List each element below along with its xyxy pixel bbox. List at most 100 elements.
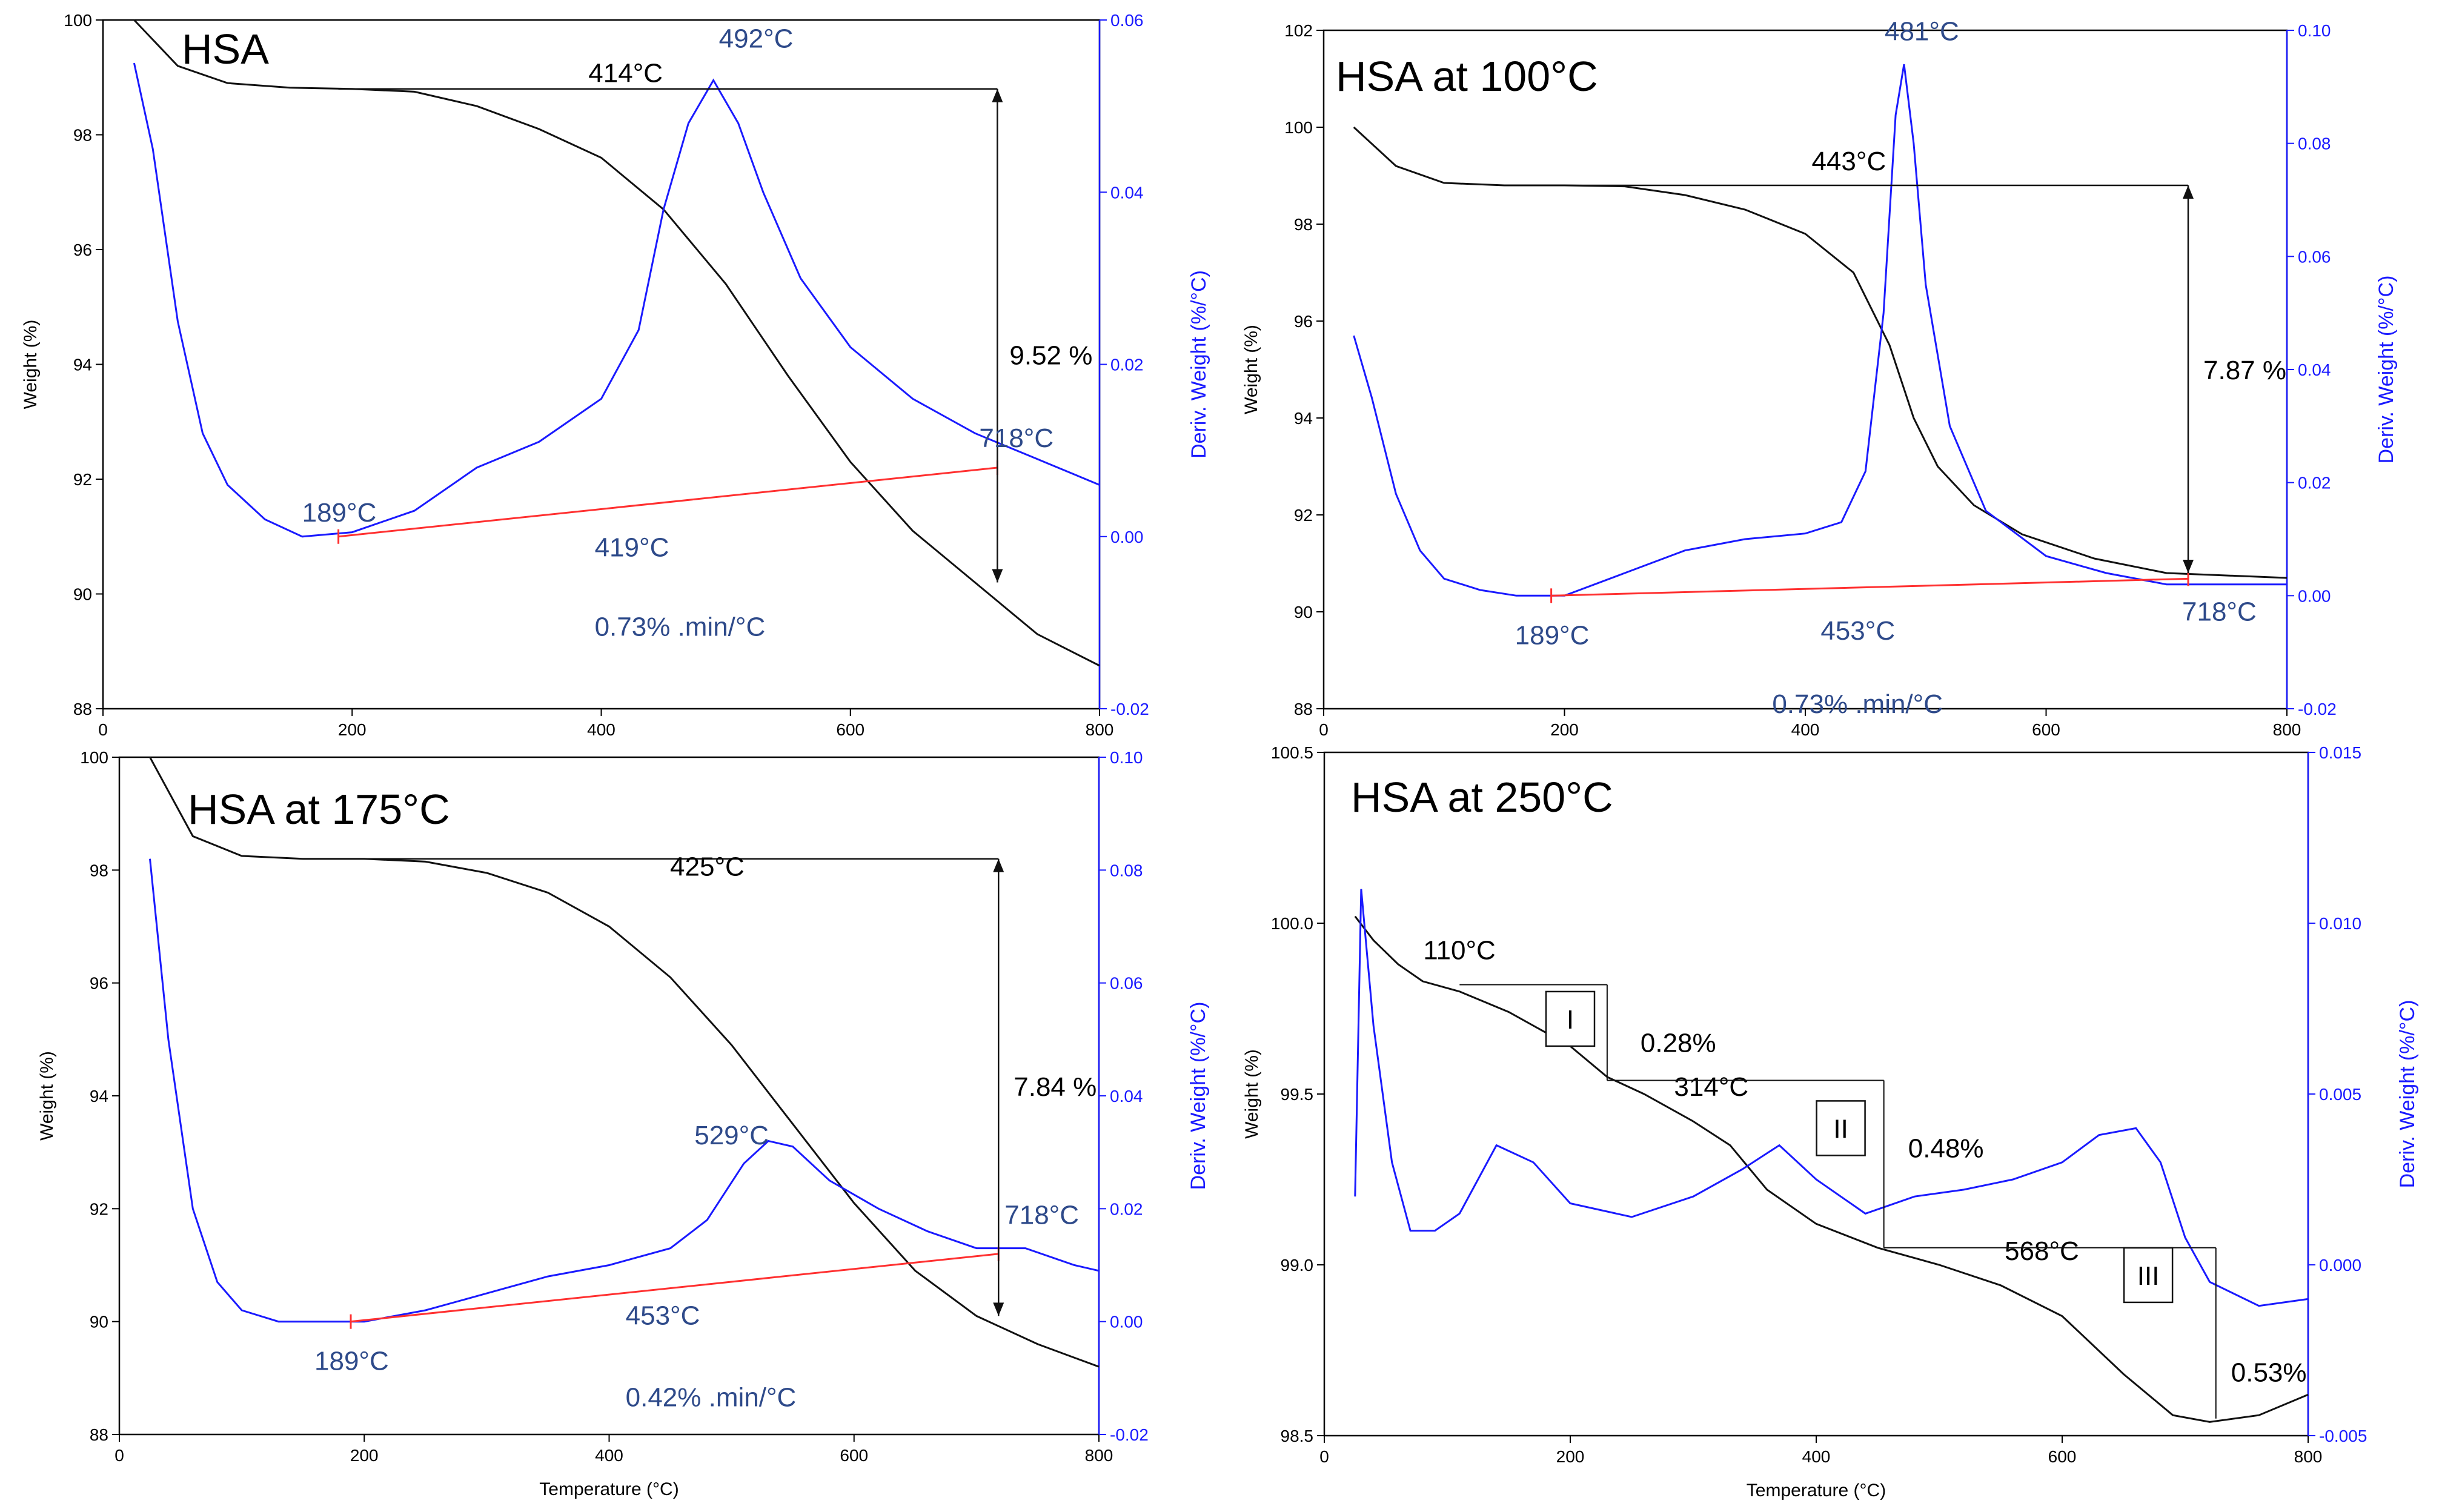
annotation-label: 0.73% .min/°C bbox=[1772, 689, 1943, 719]
y2-tick-label: 0.08 bbox=[1110, 861, 1143, 880]
y-tick-label: 102 bbox=[1284, 21, 1313, 40]
step-label: II bbox=[1833, 1114, 1848, 1144]
y2-tick-label: 0.00 bbox=[1110, 1313, 1143, 1331]
annotation-label: 7.84 % bbox=[1014, 1072, 1097, 1102]
y-tick-label: 99.5 bbox=[1281, 1085, 1314, 1104]
x-tick-label: 0 bbox=[1319, 1447, 1329, 1466]
y2-tick-label: 0.04 bbox=[1110, 1087, 1143, 1106]
weight-curve bbox=[149, 757, 1100, 1368]
annotation-label: 481°C bbox=[1885, 17, 1959, 47]
annotation-label: 7.87 % bbox=[2203, 356, 2286, 385]
y2-tick-label: 0.10 bbox=[1110, 748, 1143, 767]
y-tick-label: 88 bbox=[90, 1425, 108, 1444]
panel-title: HSA at 250°C bbox=[1351, 774, 1613, 821]
annotation-label: 419°C bbox=[595, 532, 669, 562]
x-tick-label: 200 bbox=[1556, 1447, 1585, 1466]
annotation-label: 425°C bbox=[670, 852, 745, 882]
chart-panel-3: 0 200 400 600 800 88 90 92 94 96 98 100 -0.02 0.00 0.0… bbox=[37, 748, 1210, 1499]
weight-curve bbox=[133, 19, 1100, 667]
x-tick-label: 600 bbox=[840, 1446, 868, 1465]
y-tick-label: 98.5 bbox=[1281, 1427, 1314, 1445]
y-tick-label: 96 bbox=[1294, 312, 1313, 331]
y-tick-label: 90 bbox=[90, 1313, 108, 1331]
x-tick-label: 800 bbox=[2294, 1447, 2323, 1466]
annotation-label: 453°C bbox=[1820, 616, 1895, 646]
x-tick-label: 400 bbox=[1791, 720, 1820, 739]
baseline-line bbox=[338, 466, 998, 538]
plot-frame bbox=[1322, 29, 2288, 710]
y-tick-label: 100 bbox=[64, 11, 92, 30]
y2-tick-label: 0.08 bbox=[2298, 134, 2331, 153]
step-box bbox=[1816, 1100, 1866, 1156]
annotation-label: 0.73% .min/°C bbox=[595, 612, 766, 642]
x-tick-label: 200 bbox=[1550, 720, 1579, 739]
y-tick-label: 92 bbox=[1294, 506, 1313, 525]
y2-tick-label: 0.00 bbox=[2298, 586, 2331, 605]
y2-axis-title: Deriv. Weight (%/°C) bbox=[1187, 270, 1210, 459]
y2-tick-label: 0.04 bbox=[2298, 360, 2331, 379]
derivative-curve bbox=[133, 62, 1100, 538]
x-tick-label: 200 bbox=[338, 720, 367, 739]
y-tick-label: 100 bbox=[80, 748, 108, 767]
y-tick-label: 90 bbox=[73, 585, 92, 604]
y2-tick-label: 0.000 bbox=[2319, 1256, 2361, 1275]
annotation-label: 718°C bbox=[2182, 597, 2257, 627]
chart-panel-2: 0 200 400 600 800 88 90 92 94 96 98 100 102 -0.02 0.00… bbox=[1241, 17, 2398, 739]
arrow-head-up bbox=[993, 858, 1004, 872]
annotation-label: 0.48% bbox=[1908, 1134, 1984, 1164]
y-tick-label: 92 bbox=[90, 1199, 108, 1218]
y-tick-label: 98 bbox=[90, 861, 108, 880]
arrow-head-down bbox=[993, 1302, 1004, 1316]
y-tick-label: 88 bbox=[1294, 700, 1313, 718]
x-tick-label: 0 bbox=[114, 1446, 124, 1465]
arrow-head-up bbox=[992, 88, 1003, 102]
step-box bbox=[1545, 990, 1596, 1047]
y-tick-label: 98 bbox=[1294, 215, 1313, 234]
y-axis-title: Weight (%) bbox=[1242, 1049, 1262, 1139]
annotation-label: 443°C bbox=[1811, 147, 1886, 176]
y-tick-label: 100.5 bbox=[1271, 743, 1313, 762]
y2-tick-label: 0.04 bbox=[1110, 183, 1144, 202]
y2-tick-label: 0.02 bbox=[1110, 1199, 1143, 1218]
y-tick-label: 96 bbox=[90, 974, 108, 993]
y-tick-label: 94 bbox=[1294, 409, 1313, 428]
panel-title: HSA at 175°C bbox=[188, 786, 450, 833]
plot-frame bbox=[102, 19, 1101, 710]
annotation-label: 529°C bbox=[694, 1121, 769, 1150]
y-tick-label: 90 bbox=[1294, 603, 1313, 622]
y-axis-title: Weight (%) bbox=[1241, 325, 1261, 414]
y-tick-label: 96 bbox=[73, 240, 92, 259]
x-tick-label: 600 bbox=[836, 720, 864, 739]
x-axis-title: Temperature (°C) bbox=[539, 1479, 679, 1499]
weight-curve bbox=[1354, 915, 2309, 1423]
y-axis-title: Weight (%) bbox=[37, 1051, 57, 1141]
annotation-label: 718°C bbox=[1004, 1201, 1079, 1230]
arrow-head-up bbox=[2183, 185, 2194, 199]
x-tick-label: 800 bbox=[1085, 1446, 1113, 1465]
x-tick-label: 400 bbox=[1802, 1447, 1831, 1466]
annotation-label: 453°C bbox=[626, 1301, 700, 1330]
y2-tick-label: 0.06 bbox=[1110, 11, 1144, 30]
baseline-line bbox=[350, 1253, 999, 1323]
y-tick-label: 100 bbox=[1284, 118, 1313, 137]
arrow-head-down bbox=[2183, 560, 2194, 573]
chart-panel-4: 0 200 400 600 800 98.5 99.0 99.5 100.0 100.5 -0.00… bbox=[1242, 743, 2419, 1500]
x-tick-label: 0 bbox=[1319, 720, 1329, 739]
y-tick-label: 99.0 bbox=[1281, 1256, 1314, 1275]
y2-tick-label: 0.005 bbox=[2319, 1085, 2361, 1104]
plot-frame bbox=[1323, 751, 2309, 1437]
x-tick-label: 400 bbox=[587, 720, 615, 739]
x-tick-label: 600 bbox=[2032, 720, 2060, 739]
y2-tick-label: 0.02 bbox=[2298, 474, 2331, 492]
y-tick-label: 98 bbox=[73, 126, 92, 145]
annotation-label: 110°C bbox=[1423, 936, 1496, 966]
x-axis-title: Temperature (°C) bbox=[1747, 1480, 1886, 1500]
y2-tick-label: 0.06 bbox=[1110, 974, 1143, 993]
y-tick-label: 100.0 bbox=[1271, 914, 1313, 933]
y-tick-label: 94 bbox=[73, 356, 92, 374]
annotation-label: 189°C bbox=[1515, 620, 1590, 650]
y2-tick-label: 0.10 bbox=[2298, 21, 2331, 40]
chart-panel-1: 0 200 400 600 800 88 90 92 94 96 98 100 -0.02 0.00 0.0… bbox=[21, 11, 1210, 739]
annotation-label: 0.28% bbox=[1641, 1028, 1716, 1058]
